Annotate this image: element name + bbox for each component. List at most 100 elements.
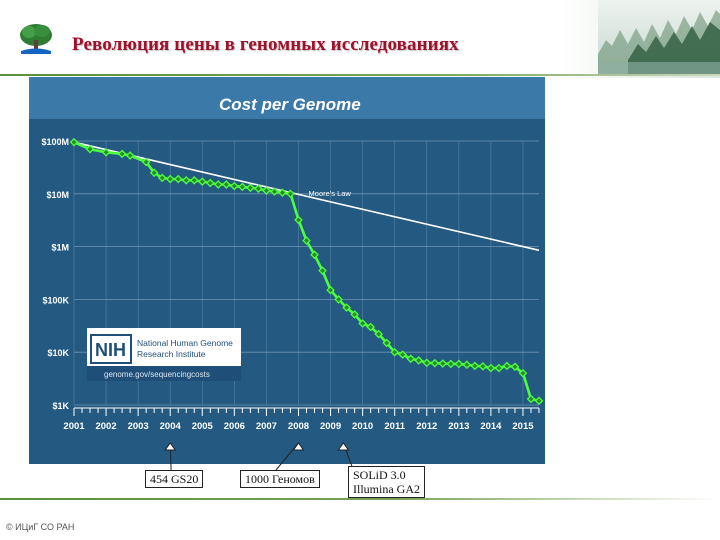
cost-data-point [430, 358, 440, 368]
cost-data-point [310, 250, 319, 260]
callout-1000-genomes: 1000 Геномов [240, 470, 320, 488]
x-tick-label: 2011 [384, 421, 405, 432]
cost-data-point [213, 180, 223, 189]
chart-svg: Cost per Genome $100M $10M $1M $100K $10K $1K… [29, 77, 545, 464]
footer-copyright: © ИЦиГ СО РАН [6, 522, 75, 532]
cost-data-point [101, 148, 111, 157]
moore-law-label: Moore's Law [309, 189, 352, 198]
cost-data-point [494, 363, 504, 373]
cost-data-point [438, 359, 448, 368]
cost-data-point [181, 176, 191, 185]
slide-title: Революция цены в геномных исследованиях [72, 34, 459, 55]
cost-data-point [205, 178, 215, 188]
x-tick-label: 2002 [95, 421, 116, 432]
x-tick-label: 2004 [160, 421, 182, 432]
cost-data-point [254, 184, 263, 194]
x-tick-label: 2013 [448, 421, 469, 432]
nih-logo-box: NIH National Human Genome Research Insti… [87, 328, 241, 381]
y-tick-label: $100M [41, 137, 69, 147]
cost-data-point [85, 144, 95, 154]
cost-data-point [366, 322, 375, 332]
cost-data-point [222, 180, 231, 189]
callout-label-illumina: Illumina GA2 [353, 482, 420, 496]
y-tick-label: $1K [52, 401, 69, 411]
cost-data-point [422, 358, 432, 368]
nih-line2: Research Institute [137, 349, 206, 359]
nih-logo-text: NIH [95, 340, 126, 360]
nih-logo-frame [90, 334, 132, 364]
cost-data-point [342, 303, 351, 312]
cost-data-point [238, 182, 247, 192]
forest-image [598, 0, 720, 74]
callout-label-solid: SOLiD 3.0 [353, 468, 406, 482]
cost-data-point [318, 266, 327, 275]
cost-data-point [165, 174, 175, 184]
x-tick-label: 2008 [288, 421, 309, 432]
cost-data-point [278, 188, 287, 198]
cost-data-point [326, 285, 335, 295]
cost-data-point [157, 173, 167, 183]
moore-law-line [73, 141, 540, 252]
cost-per-genome-chart: Cost per Genome $100M $10M $1M $100K $10K $1K… [29, 77, 545, 464]
cost-data-point [69, 137, 79, 147]
cost-data-point [398, 350, 408, 359]
cost-data-point [470, 361, 480, 371]
cost-data-point [390, 347, 400, 357]
cost-data-point [230, 181, 239, 191]
cost-data-point [478, 362, 488, 371]
header-rule [0, 74, 720, 76]
tree-logo-icon [17, 22, 55, 56]
cost-data-point [173, 174, 183, 184]
cost-data-point [446, 359, 456, 369]
x-tick-label: 2012 [416, 421, 437, 432]
nih-url: genome.gov/sequencingcosts [104, 370, 210, 379]
cost-data-point [526, 394, 536, 404]
chart-title: Cost per Genome [219, 95, 361, 114]
cost-data-point [486, 363, 496, 373]
footer-rule [0, 498, 720, 500]
marker-layer [69, 137, 544, 406]
cost-data-point [262, 186, 271, 195]
nih-line1: National Human Genome [137, 338, 233, 348]
x-tick-label: 2003 [128, 421, 149, 432]
chart-title-band [29, 77, 545, 119]
x-tick-label: 2010 [352, 421, 373, 432]
cost-data-point [454, 359, 464, 369]
cost-data-point [189, 176, 199, 185]
x-tick-label: 2005 [192, 421, 214, 432]
cost-data-point [270, 187, 279, 196]
x-tick-label: 2007 [256, 421, 277, 432]
cost-data-point [334, 295, 343, 304]
x-tick-label: 2009 [320, 421, 341, 432]
cost-data-point [414, 356, 424, 365]
callout-454-gs20: 454 GS20 [145, 470, 204, 488]
cost-data-point [302, 236, 311, 245]
cost-data-point [374, 329, 383, 339]
chart-background [29, 77, 545, 464]
x-tick-labels: 2001 2002 2003 2004 2005 2006 2007 2008 2009 2010… [63, 421, 534, 432]
cost-data-point [382, 338, 391, 348]
cost-data-point [350, 310, 359, 319]
y-tick-label: $10K [47, 348, 69, 358]
y-tick-label: $10M [46, 190, 69, 200]
cost-data-point [197, 177, 207, 186]
cost-data-point [406, 354, 416, 364]
cost-data-point [462, 360, 472, 370]
cost-data-point [286, 189, 295, 199]
cost-data-point [358, 319, 367, 328]
x-tick-label: 2014 [480, 421, 502, 432]
cost-data-point [294, 215, 303, 225]
nih-url-band [87, 366, 241, 381]
cost-data-point [502, 361, 512, 371]
x-tick-label: 2006 [224, 421, 245, 432]
x-tick-label: 2015 [512, 421, 534, 432]
cost-data-point [518, 368, 528, 378]
cost-data-point [125, 151, 135, 160]
callout-solid-illumina: SOLiD 3.0 Illumina GA2 [348, 466, 425, 498]
cost-data-point [534, 396, 544, 406]
callout-label: 454 GS20 [150, 472, 199, 486]
cost-data-point [149, 168, 159, 178]
callout-label: 1000 Геномов [245, 472, 315, 486]
y-tick-labels: $100M $10M $1M $100K $10K $1K [41, 137, 69, 411]
x-tick-label: 2001 [63, 421, 85, 432]
